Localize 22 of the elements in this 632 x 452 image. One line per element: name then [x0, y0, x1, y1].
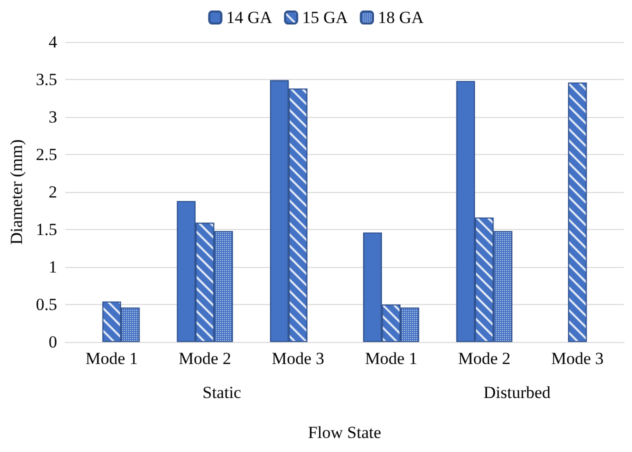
- y-tick-label: 3: [48, 108, 58, 126]
- x-tick-label: Mode 2: [458, 349, 510, 368]
- legend-label: 15 GA: [302, 8, 349, 27]
- y-tick-label: 4: [48, 32, 58, 52]
- x-axis-title: Flow State: [308, 423, 382, 442]
- x-tick-label: Mode 1: [86, 349, 138, 368]
- x-tick-label: Mode 2: [178, 349, 232, 368]
- y-tick-label: 0.5: [36, 295, 58, 314]
- y-tick-label: 2.5: [36, 145, 58, 164]
- legend-label: 14 GA: [226, 8, 273, 27]
- x-tick-label: Mode 3: [272, 349, 324, 368]
- y-tick-label: 2: [48, 182, 58, 202]
- text: Static: [202, 383, 242, 402]
- x-tick-label: Mode 1: [364, 349, 418, 368]
- y-tick-label: 3.5: [36, 70, 58, 89]
- text: Disturbed: [484, 383, 552, 402]
- y-tick-label: 1.5: [36, 220, 58, 239]
- y-tick-label: 1: [48, 258, 58, 276]
- y-axis-title: Diameter (mm): [7, 139, 26, 245]
- x-tick-label: Mode 3: [551, 349, 604, 368]
- y-tick-label: 0: [48, 332, 58, 352]
- legend-label: 18 GA: [378, 8, 424, 27]
